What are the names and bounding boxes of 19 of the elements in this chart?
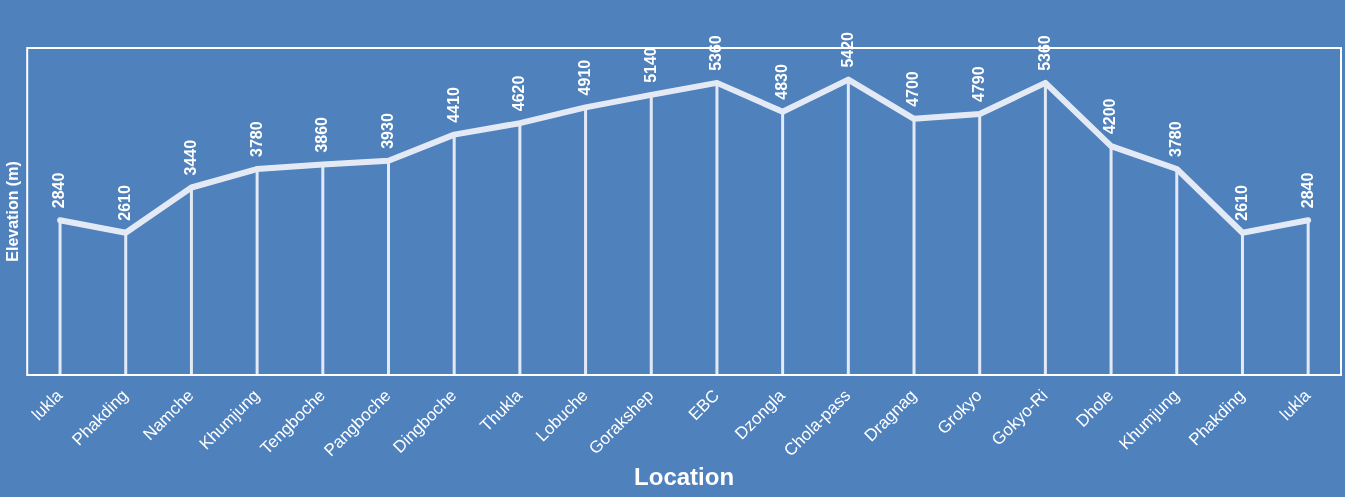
data-label: 2610 bbox=[1232, 185, 1250, 221]
data-label: 4620 bbox=[510, 75, 528, 112]
x-axis-title: Location bbox=[634, 463, 735, 491]
data-label: 4410 bbox=[444, 86, 462, 123]
data-label: 2610 bbox=[116, 185, 134, 221]
data-label: 4200 bbox=[1101, 98, 1119, 135]
data-label: 5140 bbox=[641, 47, 659, 83]
data-label: 3860 bbox=[313, 116, 331, 153]
data-label: 2840 bbox=[50, 172, 68, 209]
data-label: 4830 bbox=[773, 64, 791, 100]
data-label: 4700 bbox=[904, 71, 922, 107]
data-label: 3440 bbox=[181, 139, 199, 176]
data-label: 4790 bbox=[970, 66, 988, 102]
data-label: 3780 bbox=[1167, 121, 1185, 157]
data-label: 3780 bbox=[247, 121, 265, 157]
data-label: 4910 bbox=[575, 59, 593, 96]
y-axis-title: Elevation (m) bbox=[4, 161, 22, 262]
data-label: 2840 bbox=[1298, 172, 1316, 209]
data-label: 3930 bbox=[378, 113, 396, 149]
